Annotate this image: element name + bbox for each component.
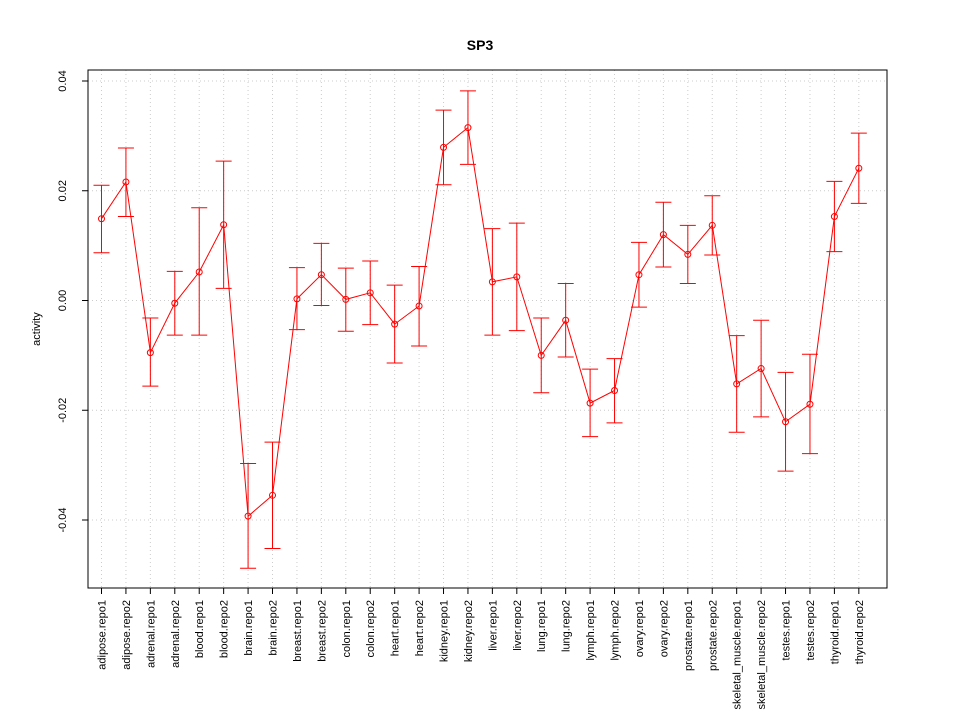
x-tick-label: thyroid.repo2 <box>854 600 866 664</box>
chart-title: SP3 <box>467 37 494 53</box>
x-tick-label: lymph.repo2 <box>610 600 622 661</box>
axes: -0.04 -0.02 0.00 0.02 0.04 adipose.repo1 adipo… <box>57 70 866 709</box>
data-point <box>366 289 374 297</box>
y-tick-label: 0.00 <box>57 290 69 311</box>
data-point <box>806 400 814 408</box>
y-tick-label: -0.02 <box>57 398 69 423</box>
y-axis-label: activity <box>31 312 43 346</box>
x-tick-label: prostate.repo2 <box>707 600 719 671</box>
data-point <box>244 512 252 520</box>
data-point <box>733 380 741 388</box>
x-tick-label: ovary.repo2 <box>658 600 670 657</box>
data-point <box>562 316 570 324</box>
data-point <box>513 273 521 281</box>
data-point <box>855 164 863 172</box>
x-tick-label: brain.repo1 <box>243 600 255 656</box>
x-tick-label: adrenal.repo2 <box>170 600 182 668</box>
data-point <box>146 349 154 357</box>
x-tick-label: brain.repo2 <box>268 600 280 656</box>
series-line <box>101 126 860 518</box>
data-point <box>391 320 399 328</box>
data-point <box>440 143 448 151</box>
x-tick-label: heart.repo1 <box>390 600 402 656</box>
x-tick-label: colon.repo1 <box>341 600 353 658</box>
data-point <box>269 491 277 499</box>
data-point <box>611 386 619 394</box>
y-tick-label: -0.04 <box>57 507 69 532</box>
data-point <box>537 351 545 359</box>
x-tick-label: colon.repo2 <box>365 600 377 658</box>
data-point <box>488 278 496 286</box>
series <box>93 90 867 569</box>
data-point <box>293 295 301 303</box>
x-tick-label: ovary.repo1 <box>634 600 646 657</box>
x-tick-label: lymph.repo1 <box>585 600 597 661</box>
data-point <box>782 418 790 426</box>
data-point <box>415 302 423 310</box>
data-point <box>635 271 643 279</box>
x-tick-label: heart.repo2 <box>414 600 426 656</box>
x-tick-label: liver.repo1 <box>487 600 499 651</box>
data-point <box>98 215 105 223</box>
x-tick-label: skeletal_muscle.repo1 <box>732 600 744 709</box>
data-point <box>586 399 594 407</box>
data-point <box>684 250 692 258</box>
y-tick-label: 0.04 <box>57 70 69 91</box>
x-tick-label: skeletal_muscle.repo2 <box>756 600 768 709</box>
data-point <box>195 268 203 276</box>
x-tick-label: testes.repo1 <box>781 600 793 661</box>
data-point <box>464 124 472 132</box>
x-tick-label: adipose.repo1 <box>97 600 109 670</box>
x-tick-label: kidney.repo1 <box>439 600 451 662</box>
data-point <box>342 295 350 303</box>
x-tick-label: blood.repo1 <box>194 600 206 658</box>
x-tick-label: kidney.repo2 <box>463 600 475 662</box>
x-tick-label: adipose.repo2 <box>121 600 133 670</box>
x-tick-label: lung.repo1 <box>536 600 548 652</box>
x-tick-label: breast.repo1 <box>292 600 304 662</box>
data-point <box>659 231 667 239</box>
x-tick-label: breast.repo2 <box>316 600 328 662</box>
data-point <box>122 178 130 186</box>
plot-frame <box>87 69 888 589</box>
data-point <box>708 221 716 229</box>
data-point <box>830 213 838 221</box>
x-tick-label: blood.repo2 <box>219 600 231 658</box>
x-tick-label: lung.repo2 <box>561 600 573 652</box>
x-tick-label: thyroid.repo1 <box>829 600 841 664</box>
x-tick-label: adrenal.repo1 <box>145 600 157 668</box>
data-point <box>317 271 325 279</box>
y-tick-label: 0.02 <box>57 180 69 201</box>
x-tick-label: testes.repo2 <box>805 600 817 661</box>
data-point <box>757 365 765 373</box>
data-point <box>220 221 228 229</box>
x-tick-label: prostate.repo1 <box>683 600 695 671</box>
x-tick-label: liver.repo2 <box>512 600 524 651</box>
data-point <box>171 299 179 307</box>
